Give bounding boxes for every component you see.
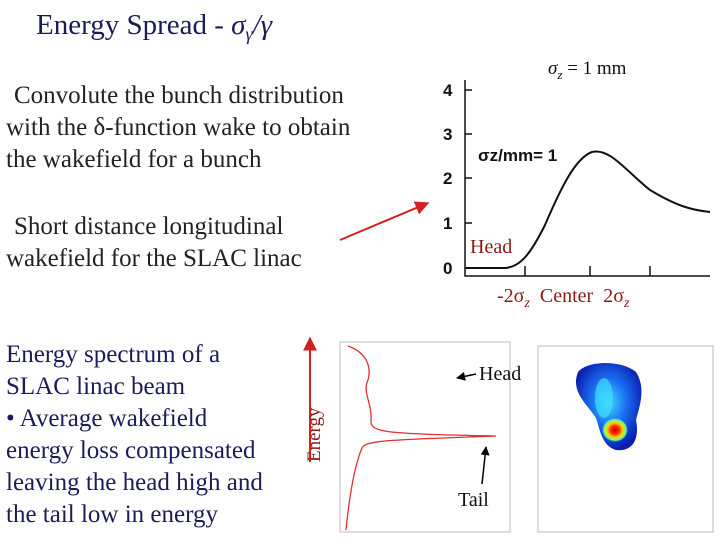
energy-axis-label: Energy bbox=[304, 407, 325, 462]
beam-image bbox=[537, 345, 714, 533]
intro-line: the wakefield for a bunch bbox=[6, 146, 262, 173]
axes bbox=[464, 80, 710, 277]
spectrum-line: Energy spectrum of a bbox=[6, 341, 220, 368]
title-sigma: σ bbox=[231, 9, 247, 41]
intro-line: with the δ-function wake to obtain bbox=[6, 114, 351, 141]
bunch-sub: z bbox=[556, 67, 562, 82]
y-tick-label: 3 bbox=[443, 125, 452, 144]
spectrum-line: leaving the head high and bbox=[6, 469, 263, 496]
beam-streak bbox=[595, 378, 613, 418]
caption-line: wakefield for the SLAC linac bbox=[6, 245, 302, 272]
head-label: Head bbox=[479, 363, 521, 385]
x-label-sub: z bbox=[623, 296, 630, 311]
tail-label: Tail bbox=[458, 489, 489, 511]
spectrum-line: SLAC linac beam bbox=[6, 373, 186, 400]
spectrum-curve bbox=[345, 345, 497, 531]
title-tail: /γ bbox=[251, 9, 274, 41]
title-main: Energy Spread - bbox=[36, 9, 231, 41]
x-labels: -2σz Center 2σz bbox=[497, 285, 630, 311]
x-label: 2σ bbox=[603, 285, 624, 307]
bunch-sigma: σ bbox=[548, 58, 558, 79]
beam-core bbox=[602, 418, 628, 442]
wake-plot bbox=[464, 80, 711, 277]
x-label: Center bbox=[540, 285, 594, 307]
title: Energy Spread - σγ/γ bbox=[36, 9, 274, 44]
y-tick-label: 4 bbox=[443, 81, 453, 100]
x-label: -2σ bbox=[497, 285, 525, 307]
x-label-sub: z bbox=[523, 296, 530, 311]
bunch-label: σz = 1 mm bbox=[548, 58, 627, 82]
y-tick-label: 2 bbox=[443, 169, 452, 188]
caption-line: Short distance longitudinal bbox=[14, 213, 283, 240]
title-sub: γ bbox=[245, 24, 253, 44]
wake-curve bbox=[466, 150, 711, 269]
spectrum-line: the tail low in energy bbox=[6, 501, 218, 528]
frame bbox=[537, 345, 714, 533]
bunch-rest: = 1 mm bbox=[562, 58, 626, 79]
tail-arrow bbox=[480, 446, 490, 485]
spectrum-line: energy loss compensated bbox=[6, 437, 256, 464]
inner-label: σz/mm= 1 bbox=[478, 146, 557, 165]
spectrum-line: • Average wakefield bbox=[6, 405, 208, 432]
y-tick-label: 1 bbox=[443, 214, 452, 233]
y-tick-label: 0 bbox=[443, 259, 452, 278]
frame bbox=[339, 341, 511, 533]
spectrum-plot bbox=[339, 341, 511, 533]
head-arrow bbox=[456, 371, 477, 381]
pointer-arrow bbox=[339, 201, 430, 241]
head-label: Head bbox=[470, 236, 512, 258]
intro-line: Convolute the bunch distribution bbox=[14, 82, 344, 109]
